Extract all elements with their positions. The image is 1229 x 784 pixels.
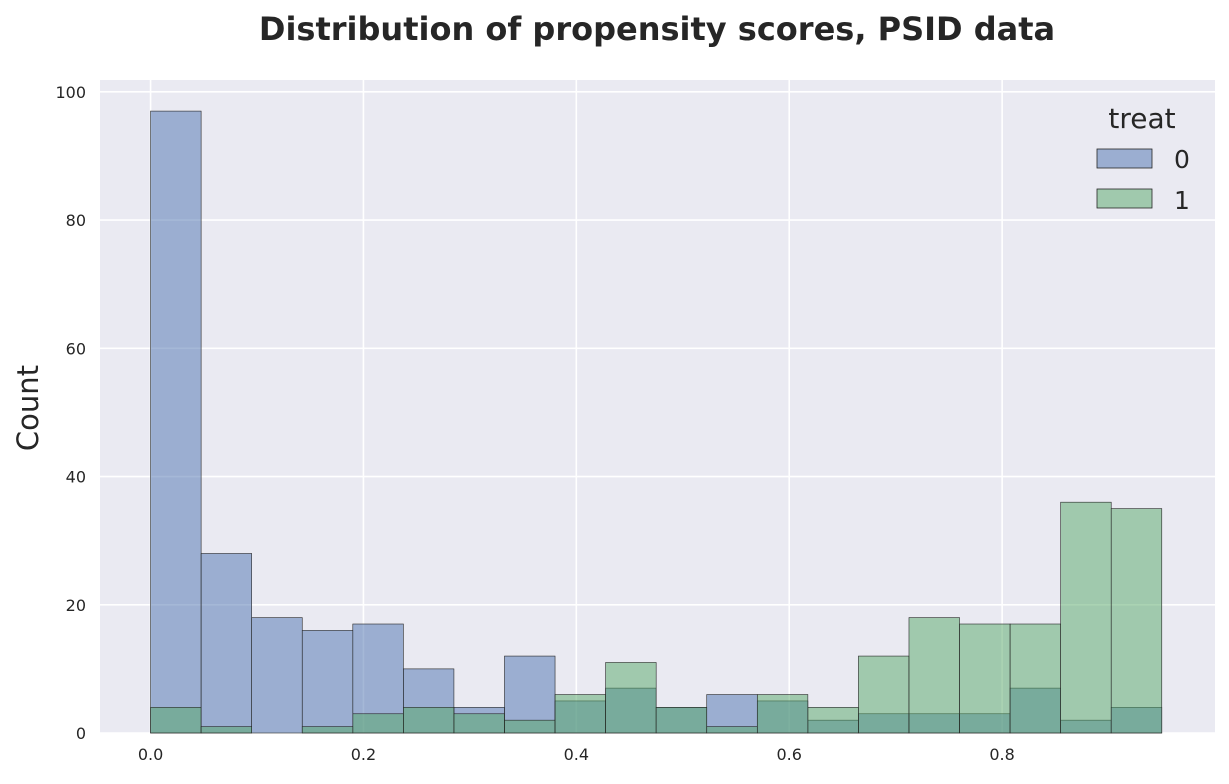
series-1-bar xyxy=(1060,501,1112,734)
series-0-bar xyxy=(150,110,202,734)
series-1-bar xyxy=(908,617,960,734)
series-1-bar xyxy=(150,707,202,734)
series-1-bar xyxy=(554,694,606,734)
series-1-bar xyxy=(655,707,708,734)
series-0-bar xyxy=(251,617,303,734)
legend-swatch-1 xyxy=(1096,188,1153,209)
series-0-bar xyxy=(200,553,252,734)
series-1-bar xyxy=(352,713,404,734)
series-1-bar xyxy=(1110,508,1163,734)
y-tick-label: 0 xyxy=(76,724,86,743)
series-1-bar xyxy=(403,707,455,734)
series-0-bar xyxy=(301,630,354,734)
series-1-bar xyxy=(959,623,1011,734)
y-tick-label: 40 xyxy=(66,468,86,487)
x-tick-labels: 0.0 0.2 0.4 0.6 0.8 xyxy=(138,745,1015,764)
legend: treat 0 1 xyxy=(1096,102,1190,215)
series-1-bar xyxy=(858,655,910,734)
y-tick-label: 100 xyxy=(55,83,86,102)
legend-title: treat xyxy=(1108,102,1175,135)
chart-title: Distribution of propensity scores, PSID … xyxy=(259,10,1055,48)
y-tick-label: 60 xyxy=(66,339,86,358)
series-1-bar xyxy=(605,662,657,734)
legend-swatch-0 xyxy=(1096,148,1153,169)
series-1-bar xyxy=(504,719,556,734)
x-tick-label: 0.2 xyxy=(351,745,376,764)
x-tick-label: 0.6 xyxy=(776,745,801,764)
x-tick-label: 0.0 xyxy=(138,745,163,764)
series-1-bars xyxy=(150,501,1163,734)
series-1-bar xyxy=(453,713,505,734)
legend-label-0: 0 xyxy=(1174,145,1190,174)
series-1-bar xyxy=(301,726,354,734)
x-tick-label: 0.4 xyxy=(564,745,589,764)
grid-lines xyxy=(100,80,1215,734)
y-tick-label: 80 xyxy=(66,211,86,230)
series-1-bar xyxy=(756,694,809,734)
x-tick-label: 0.8 xyxy=(989,745,1014,764)
y-tick-labels: 0 20 40 60 80 100 xyxy=(55,83,86,743)
y-axis-label: Count xyxy=(11,365,45,451)
legend-label-1: 1 xyxy=(1174,186,1190,215)
y-tick-label: 20 xyxy=(66,596,86,615)
series-1-bar xyxy=(1009,623,1061,734)
series-1-bar xyxy=(200,726,252,734)
series-1-bar xyxy=(706,726,758,734)
series-1-bar xyxy=(807,707,859,734)
